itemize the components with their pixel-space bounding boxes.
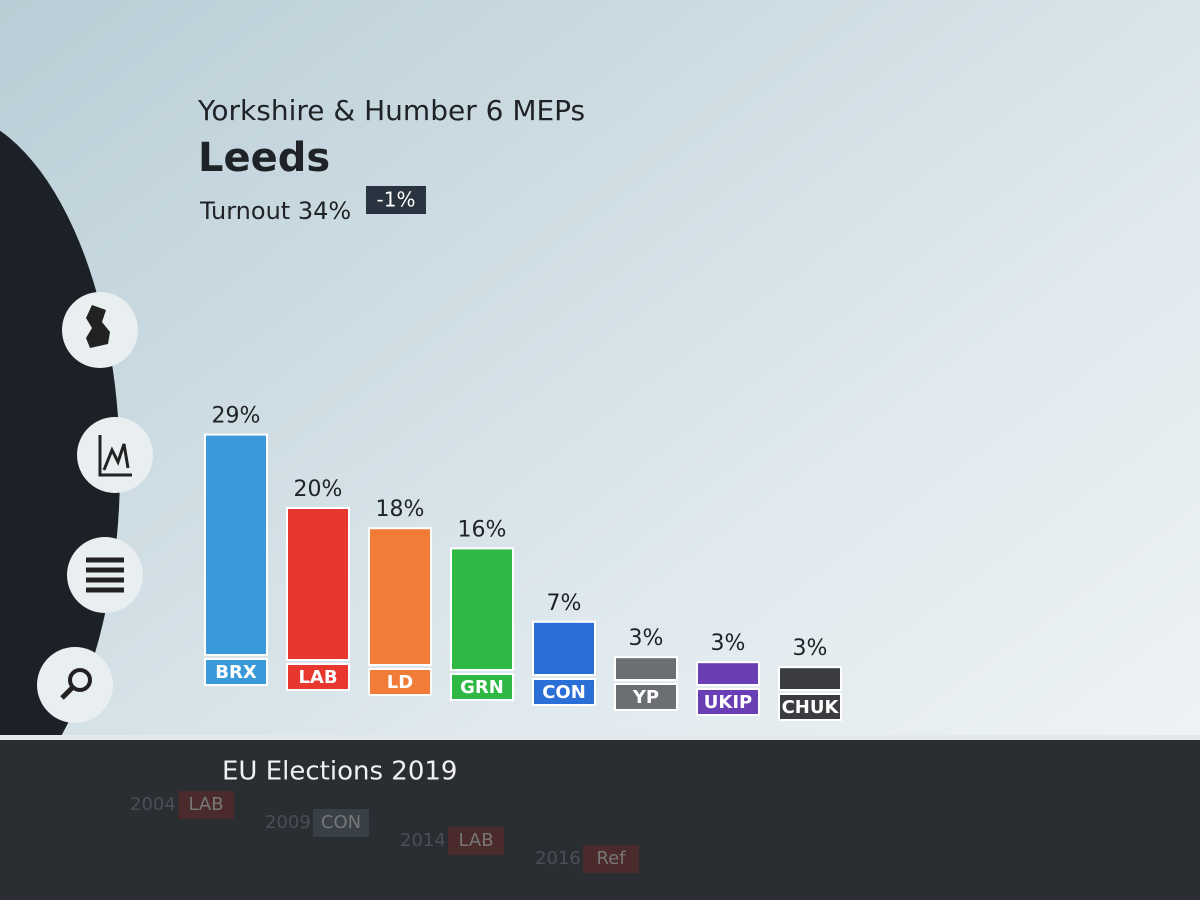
ticker-party: CON: [321, 812, 361, 833]
category-label: GRN: [460, 677, 504, 698]
value-label: 3%: [629, 626, 664, 651]
category-label: LAB: [298, 667, 337, 688]
table-button[interactable]: [67, 537, 143, 613]
value-label: 16%: [458, 517, 507, 542]
search-icon: [68, 668, 92, 692]
map-icon: [86, 305, 110, 348]
ticker-box: [583, 845, 639, 873]
search-handle: [60, 686, 74, 700]
category-label: UKIP: [704, 692, 752, 713]
category-label: LD: [387, 672, 413, 693]
ticker-year: 2014: [400, 830, 446, 851]
bar: [450, 547, 514, 672]
value-label: 18%: [376, 497, 425, 522]
ticker-year: 2009: [265, 812, 311, 833]
category-label: BRX: [215, 662, 257, 683]
category-tab: [778, 693, 842, 721]
ticker-year: 2016: [535, 848, 581, 869]
nav-icons: [37, 292, 153, 723]
chart-icon: [98, 435, 132, 477]
ticker-party: LAB: [188, 794, 223, 815]
category-label: YP: [632, 687, 659, 708]
value-label: 7%: [547, 591, 582, 616]
value-label: 20%: [294, 477, 343, 502]
value-label: 3%: [793, 636, 828, 661]
bar: [696, 661, 760, 687]
category-label: CHUK: [782, 697, 840, 718]
ticker-box: [448, 827, 504, 855]
turnout-change-box: [366, 186, 426, 214]
footer-rule: [0, 735, 1200, 740]
category-tab: [696, 688, 760, 716]
category-tab: [368, 668, 432, 696]
table-icon: [86, 557, 124, 593]
turnout: Turnout 34%: [199, 197, 351, 225]
bar: [778, 666, 842, 692]
category-tab: [532, 678, 596, 706]
ticker-year: 2004: [130, 794, 176, 815]
category-tab: [204, 658, 268, 686]
value-label: 3%: [711, 631, 746, 656]
category-label: CON: [542, 682, 586, 703]
ticker-box: [178, 791, 234, 819]
category-tab: [614, 683, 678, 711]
bar: [204, 433, 268, 656]
category-tab: [286, 663, 350, 691]
value-label: 29%: [212, 404, 261, 429]
ticker-party: LAB: [458, 830, 493, 851]
title: Leeds: [198, 135, 330, 181]
footer-title: EU Elections 2019: [222, 757, 457, 787]
ticker-party: Ref: [596, 848, 626, 869]
subtitle: Yorkshire & Humber 6 MEPs: [197, 94, 585, 127]
category-tab: [450, 673, 514, 701]
bar: [286, 507, 350, 661]
ticker-box: [313, 809, 369, 837]
turnout-change: -1%: [377, 188, 416, 212]
bar: [532, 620, 596, 676]
search-button[interactable]: [37, 647, 113, 723]
bar: [368, 527, 432, 667]
bar: [614, 656, 678, 682]
